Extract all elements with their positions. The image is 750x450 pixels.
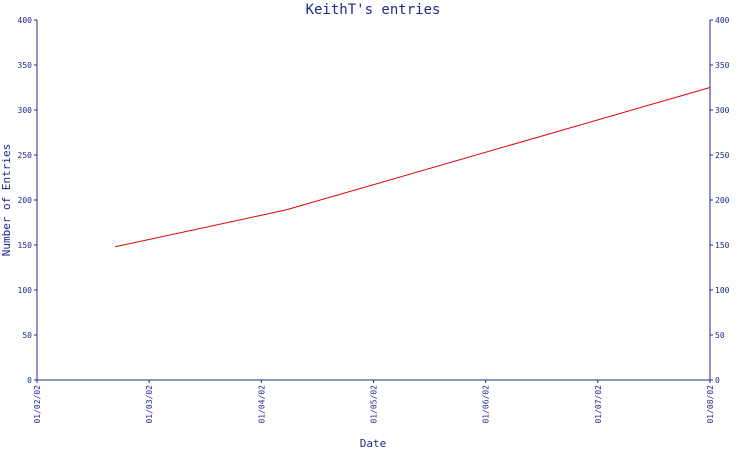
right-y-tick-label: 50	[715, 331, 725, 340]
right-y-tick-label: 250	[715, 151, 730, 160]
left-y-tick-label: 200	[18, 196, 33, 205]
right-y-tick-label: 350	[715, 61, 730, 70]
left-y-tick-label: 50	[22, 331, 32, 340]
right-y-tick-label: 0	[715, 376, 720, 385]
left-y-tick-label: 400	[18, 16, 33, 25]
x-tick-label: 01/02/02	[33, 385, 42, 424]
left-y-tick-label: 150	[18, 241, 33, 250]
right-y-tick-label: 400	[715, 16, 730, 25]
x-tick-label: 01/04/02	[257, 385, 266, 424]
left-y-tick-label: 300	[18, 106, 33, 115]
right-y-tick-label: 100	[715, 286, 730, 295]
right-y-tick-label: 150	[715, 241, 730, 250]
x-tick-label: 01/08/02	[706, 385, 715, 424]
x-tick-label: 01/05/02	[370, 385, 379, 424]
x-axis: 01/02/02 01/03/02 01/04/02 01/05/02 01/06/02…	[33, 380, 715, 424]
right-y-tick-label: 200	[715, 196, 730, 205]
series-layer	[114, 87, 711, 248]
x-axis-label: Date	[360, 437, 387, 450]
x-tick-label: 01/06/02	[482, 385, 491, 424]
left-y-tick-label: 250	[18, 151, 33, 160]
chart-title: KeithT's entries	[306, 2, 441, 18]
left-y-tick-label: 0	[27, 376, 32, 385]
left-y-axis: 0 50 100 150 200 250 300 350 400	[18, 16, 37, 385]
x-tick-label: 01/07/02	[594, 385, 603, 424]
left-y-tick-label: 350	[18, 61, 33, 70]
right-y-tick-label: 300	[715, 106, 730, 115]
y-axis-label: Number of Entries	[0, 144, 13, 257]
x-tick-label: 01/03/02	[145, 385, 154, 424]
left-y-tick-label: 100	[18, 286, 33, 295]
series-line	[114, 87, 711, 248]
plot-frame	[36, 20, 711, 381]
right-y-axis: 0 50 100 150 200 250 300 350 400	[710, 16, 730, 385]
